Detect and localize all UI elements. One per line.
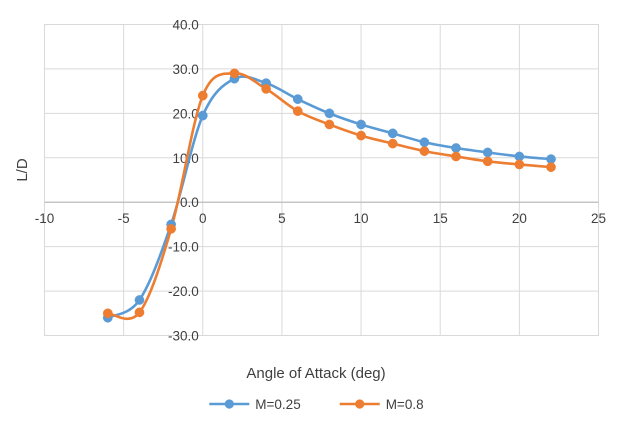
data-point-marker (102, 308, 113, 319)
plot-border-rect (44, 24, 599, 336)
x-axis-tick-label: 0 (199, 211, 207, 226)
y-axis-tick-label: 40.0 (173, 18, 199, 33)
data-point-marker (451, 143, 461, 153)
data-point-marker (229, 68, 240, 79)
data-point-marker (482, 147, 493, 158)
data-point-marker (324, 108, 335, 119)
legend-label: M=0.25 (255, 397, 300, 412)
legend-item-1[interactable]: M=0.25 (209, 397, 301, 412)
legend-marker-swatch (224, 399, 234, 409)
y-axis-tick-label: 20.0 (173, 106, 199, 121)
data-point-marker (546, 162, 556, 172)
data-point-marker (134, 295, 145, 305)
data-point-marker (292, 94, 303, 104)
data-point-marker (261, 84, 271, 94)
data-point-marker (451, 151, 461, 162)
legend-label: M=0.8 (386, 397, 424, 412)
legend-marker-swatch (355, 399, 365, 409)
x-axis-tick-labels: -10 -5 0 5 10 15 20 25 (35, 211, 606, 226)
x-axis-tick-label: 10 (354, 211, 369, 226)
series-line-2 (106, 72, 553, 321)
data-point-marker (419, 146, 430, 156)
legend-item-2[interactable]: M=0.8 (339, 397, 424, 412)
y-axis-title: L/D (14, 158, 31, 182)
x-axis-tick-label: -10 (35, 211, 55, 226)
data-point-marker (166, 224, 176, 234)
data-point-marker (197, 90, 208, 101)
y-axis-tick-label: 10.0 (173, 151, 199, 166)
data-point-marker (387, 128, 398, 139)
data-point-marker (356, 130, 366, 141)
y-axis-tick-label: 30.0 (173, 62, 199, 77)
y-axis-tick-label: -10.0 (168, 240, 199, 255)
data-point-marker (419, 137, 430, 148)
data-point-marker (356, 119, 366, 130)
y-axis-tick-label: 0.0 (180, 195, 199, 210)
series-markers-2 (102, 68, 556, 319)
y-axis-tick-label: -30.0 (168, 329, 199, 344)
x-axis-tick-label: 15 (433, 211, 448, 226)
x-axis-title: Angle of Attack (deg) (246, 365, 385, 382)
y-axis-tick-labels: -30.0 -20.0 -10.0 0.0 10.0 20.0 30.0 40.0 (168, 18, 199, 344)
x-axis-tick-label: -5 (118, 211, 130, 226)
x-axis-tick-label: 20 (512, 211, 527, 226)
data-point-marker (197, 110, 208, 121)
data-point-marker (514, 159, 525, 170)
data-point-marker (134, 307, 145, 318)
x-axis-tick-label: 5 (278, 211, 286, 226)
data-point-marker (292, 106, 303, 116)
series-line-path (106, 72, 553, 321)
data-series-layer (102, 68, 556, 323)
x-axis-tick-label: 25 (591, 211, 606, 226)
chart-legend: M=0.25 M=0.8 (209, 397, 424, 412)
data-point-marker (482, 156, 493, 167)
y-axis-tick-label: -20.0 (168, 284, 199, 299)
data-point-marker (387, 138, 398, 149)
data-point-marker (324, 119, 335, 130)
plot-area-border (44, 24, 599, 336)
